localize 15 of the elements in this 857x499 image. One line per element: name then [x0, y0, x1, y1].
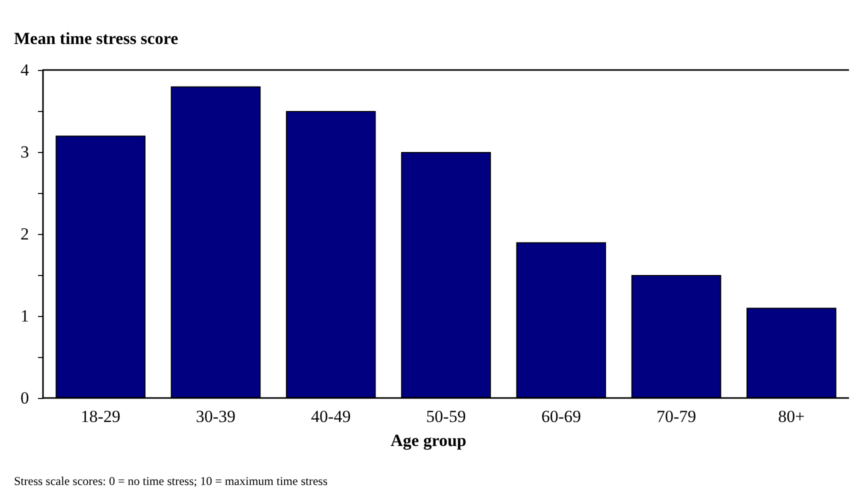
y-tick-label: 3	[20, 142, 29, 162]
x-tick-label: 60-69	[541, 407, 581, 426]
x-tick-label: 40-49	[311, 407, 351, 426]
x-tick-label: 30-39	[196, 407, 236, 426]
y-axis-title: Mean time stress score	[14, 29, 179, 48]
x-axis-title: Age group	[390, 431, 466, 450]
x-tick-label: 80+	[778, 407, 805, 426]
x-tick-label: 18-29	[80, 407, 120, 426]
x-tick-label: 50-59	[426, 407, 466, 426]
y-tick-label: 2	[20, 224, 29, 244]
y-tick-label: 1	[20, 306, 29, 326]
text: Stress scale scores: 0 = no time stress; 10 = maximum time stress	[14, 474, 328, 488]
x-tick-label: 70-79	[656, 407, 696, 426]
y-tick-label: 0	[20, 388, 29, 408]
y-tick-label: 4	[20, 60, 30, 80]
